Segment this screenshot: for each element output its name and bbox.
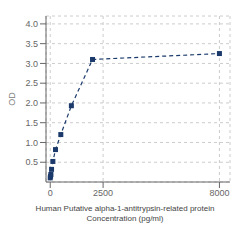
svg-text:8000: 8000 <box>209 188 229 198</box>
svg-text:2500: 2500 <box>93 188 113 198</box>
svg-text:OD: OD <box>8 92 17 106</box>
html-text:Concentration (pg/ml): Concentration (pg/ml) <box>86 214 164 223</box>
html-text:Human Putative alpha-1-antitry: Human Putative alpha-1-antitrypsin-relat… <box>35 204 215 213</box>
svg-text:3.5: 3.5 <box>25 39 38 49</box>
svg-text:1.5: 1.5 <box>25 118 38 128</box>
svg-text:2.5: 2.5 <box>25 78 38 88</box>
svg-text:1.0: 1.0 <box>25 138 38 148</box>
svg-text:4.0: 4.0 <box>25 19 38 29</box>
svg-text:0.5: 0.5 <box>25 157 38 167</box>
svg-text:3.0: 3.0 <box>25 59 38 69</box>
svg-text:2.0: 2.0 <box>25 98 38 108</box>
svg-text:0: 0 <box>48 188 53 198</box>
